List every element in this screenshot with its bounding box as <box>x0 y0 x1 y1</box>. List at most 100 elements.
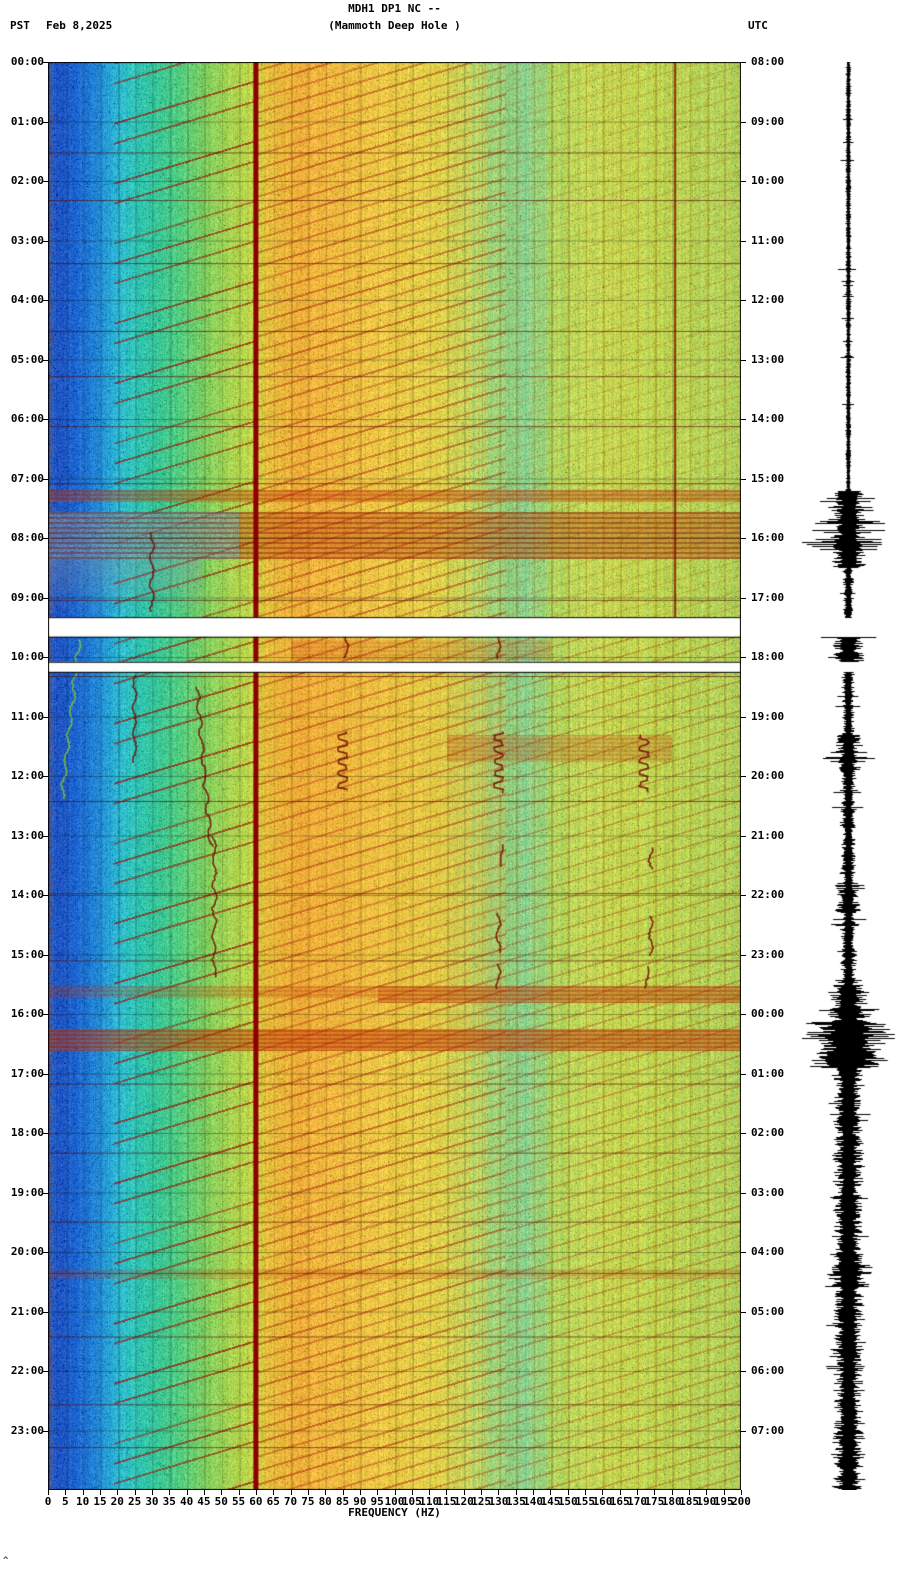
left-time-label: 15:00 <box>10 947 44 961</box>
right-hour-tick <box>741 1371 746 1372</box>
right-time-label: 06:00 <box>751 1364 785 1377</box>
frequency-tick-label: 175 <box>644 1495 665 1508</box>
left-hour-tick <box>43 1073 48 1075</box>
right-hour-tick <box>741 716 746 718</box>
frequency-tick-label: 140 <box>523 1495 544 1508</box>
frequency-tick <box>602 1490 604 1495</box>
frequency-tick <box>273 1490 275 1495</box>
frequency-tick-label: 80 <box>318 1495 332 1508</box>
frequency-tick-label: 15 <box>93 1495 107 1508</box>
frequency-tick-label: 90 <box>353 1495 367 1508</box>
left-time-label: 16:00 <box>10 1007 44 1020</box>
left-hour-tick <box>43 62 48 63</box>
left-hour-tick <box>43 359 48 361</box>
timezone-left-label: PST <box>10 19 30 32</box>
left-time-label: 12:00 <box>10 769 44 782</box>
frequency-tick-label: 45 <box>197 1495 211 1508</box>
frequency-tick <box>377 1490 379 1495</box>
right-hour-tick <box>741 359 746 361</box>
right-hour-tick <box>741 121 746 123</box>
frequency-tick <box>169 1490 171 1495</box>
frequency-tick <box>307 1490 309 1495</box>
left-hour-tick <box>43 597 48 599</box>
right-time-label: 23:00 <box>751 947 785 961</box>
right-time-label: 08:00 <box>751 55 785 68</box>
frequency-tick <box>567 1490 569 1495</box>
frequency-tick <box>255 1490 257 1495</box>
left-hour-tick <box>43 1133 48 1134</box>
frequency-tick-label: 5 <box>62 1495 69 1508</box>
left-hour-tick <box>43 240 48 242</box>
frequency-tick <box>325 1490 327 1495</box>
left-time-label: 17:00 <box>10 1066 44 1080</box>
frequency-tick <box>290 1490 292 1495</box>
left-hour-tick <box>43 776 48 777</box>
frequency-tick <box>342 1490 344 1495</box>
frequency-tick-label: 20 <box>110 1495 124 1508</box>
right-time-label: 17:00 <box>751 590 785 604</box>
frequency-tick <box>689 1490 691 1495</box>
right-hour-tick <box>741 1311 746 1313</box>
right-hour-tick <box>741 954 746 956</box>
frequency-tick-label: 95 <box>370 1495 384 1508</box>
station-title: MDH1 DP1 NC -- <box>348 2 441 15</box>
right-time-label: 00:00 <box>751 1007 785 1020</box>
left-time-label: 05:00 <box>10 352 44 366</box>
right-hour-tick <box>741 657 746 658</box>
frequency-tick <box>394 1490 396 1495</box>
frequency-tick-label: 160 <box>592 1495 613 1508</box>
left-time-label: 21:00 <box>10 1304 44 1318</box>
right-time-label: 01:00 <box>751 1066 785 1080</box>
frequency-tick-label: 110 <box>419 1495 440 1508</box>
right-hour-tick <box>741 1014 746 1015</box>
left-time-label: 14:00 <box>10 888 44 901</box>
frequency-tick-label: 125 <box>471 1495 492 1508</box>
frequency-tick-label: 150 <box>557 1495 578 1508</box>
frequency-tick <box>723 1490 725 1495</box>
frequency-tick <box>463 1490 465 1495</box>
right-hour-tick <box>741 181 746 182</box>
left-time-label: 10:00 <box>10 650 44 663</box>
frequency-tick <box>99 1490 101 1495</box>
frequency-tick <box>411 1490 413 1495</box>
frequency-tick <box>533 1490 535 1495</box>
frequency-tick <box>446 1490 448 1495</box>
right-time-label: 09:00 <box>751 114 785 128</box>
frequency-tick <box>186 1490 188 1495</box>
left-hour-tick <box>43 1252 48 1253</box>
right-time-label: 15:00 <box>751 471 785 485</box>
frequency-tick-label: 190 <box>696 1495 717 1508</box>
right-time-label: 04:00 <box>751 1245 785 1258</box>
frequency-tick-label: 155 <box>575 1495 595 1508</box>
frequency-tick-label: 105 <box>401 1495 422 1508</box>
right-time-label: 10:00 <box>751 174 785 187</box>
left-hour-tick <box>43 1311 48 1313</box>
right-hour-tick <box>741 895 746 896</box>
frequency-tick-label: 10 <box>76 1495 90 1508</box>
frequency-tick-label: 145 <box>540 1495 561 1508</box>
right-time-label: 12:00 <box>751 293 785 306</box>
left-hour-tick <box>43 1014 48 1015</box>
left-time-label: 06:00 <box>10 412 44 425</box>
left-hour-tick <box>43 954 48 956</box>
left-time-label: 04:00 <box>10 293 44 306</box>
frequency-axis-title: FREQUENCY (HZ) <box>348 1506 441 1519</box>
frequency-tick <box>238 1490 240 1495</box>
right-hour-tick <box>741 62 746 63</box>
frequency-tick <box>82 1490 84 1495</box>
right-hour-tick <box>741 419 746 420</box>
right-time-label: 11:00 <box>751 233 785 247</box>
left-time-label: 09:00 <box>10 590 44 604</box>
left-time-label: 18:00 <box>10 1126 44 1139</box>
right-hour-tick <box>741 1073 746 1075</box>
left-hour-tick <box>43 895 48 896</box>
right-time-label: 18:00 <box>751 650 785 663</box>
left-time-label: 03:00 <box>10 233 44 247</box>
left-hour-tick <box>43 478 48 480</box>
frequency-tick-label: 130 <box>488 1495 509 1508</box>
frequency-tick <box>671 1490 673 1495</box>
right-time-label: 16:00 <box>751 531 785 544</box>
right-hour-tick <box>741 240 746 242</box>
left-hour-tick <box>43 657 48 658</box>
right-time-label: 05:00 <box>751 1304 785 1318</box>
